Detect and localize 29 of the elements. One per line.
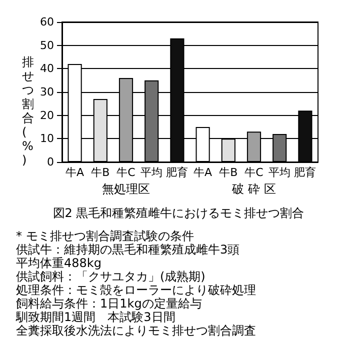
y-tick-label: 0 [47,156,54,168]
y-tick-label: 40 [40,62,54,76]
text: 無処理区 [102,182,150,196]
x-tick-label: 肥育 [294,166,316,179]
x-tick-label: 平均 [140,166,163,179]
text: * モミ排せつ割合調査試験の条件 [16,229,194,243]
y-tick-label: 30 [40,86,54,98]
x-tick-label: 肥育 [166,166,188,179]
text: 供試飼料：「クサユタカ」(成熟期) [16,270,206,284]
text: 馴致期間1週間 本試験3日間 [15,310,176,324]
y-axis-title: 排せつ割合(%) [22,55,34,167]
text: 全糞採取後水洗法によりモミ排せつ割合調査 [16,324,256,338]
text: 平均体重488kg [16,256,102,270]
text: 飼料給与条件：1日1kgの定量給与 [16,296,202,310]
text: 処理条件：モミ殻をローラーにより破砕処理 [16,283,256,297]
x-tick-label: 牛B [219,166,238,179]
x-tick-label: 牛A [66,166,85,179]
y-tick-label: 60 [40,16,54,28]
y-tick-label: 10 [40,132,54,146]
text: 破 砕 区 [231,182,276,196]
text: 図2 黒毛和種繁殖雌牛におけるモミ排せつ割合 [52,206,304,220]
y-tick-label: 50 [40,38,54,52]
text: 供試牛：維持期の黒毛和種繁殖成雌牛3頭 [16,242,240,256]
y-tick-label: 20 [40,108,54,122]
x-tick-label: 牛A [194,166,213,179]
x-tick-label: 平均 [268,166,291,179]
x-tick-label: 牛C [244,166,264,179]
x-tick-label: 牛B [91,166,110,179]
x-tick-label: 牛C [116,166,136,179]
